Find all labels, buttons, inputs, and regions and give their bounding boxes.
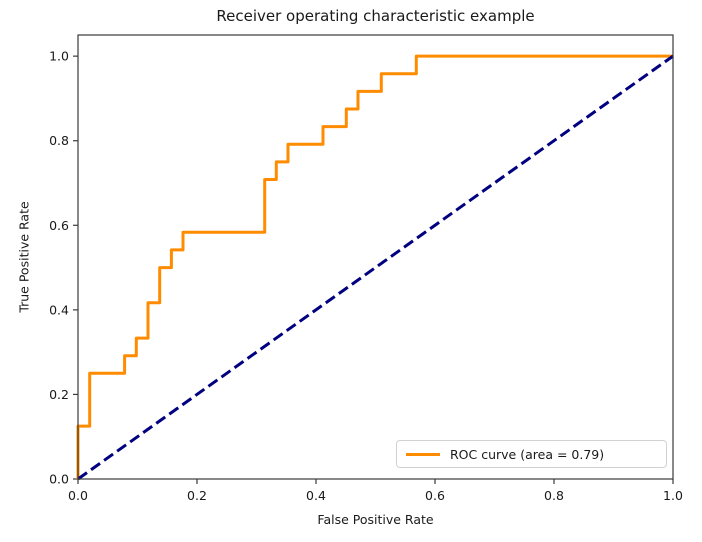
y-axis-label: True Positive Rate (16, 201, 32, 313)
x-tick-label: 0.8 (544, 488, 564, 503)
x-tick-label: 0.0 (68, 488, 88, 503)
y-tick-label: 0.4 (49, 302, 69, 317)
roc-curve-line (76, 54, 673, 479)
roc-curve-legend-label: ROC curve (area = 0.79) (450, 446, 605, 462)
y-tick-label: 1.0 (49, 49, 69, 64)
chance-diagonal-line (77, 54, 674, 481)
y-tick-label: 0.6 (49, 218, 69, 233)
y-tick-label: 0.8 (49, 133, 69, 148)
y-tick-label: 0.2 (49, 387, 69, 402)
legend: ROC curve (area = 0.79) (396, 440, 667, 468)
plot-frame (77, 34, 674, 480)
roc-curve-legend-swatch (406, 452, 440, 456)
x-axis-label: False Positive Rate (317, 512, 434, 527)
x-tick-label: 0.2 (187, 488, 207, 503)
chart-title: Receiver operating characteristic exampl… (216, 7, 535, 25)
x-tick-label: 1.0 (663, 488, 683, 503)
x-tick-label: 0.4 (306, 488, 326, 503)
x-tick-label: 0.6 (425, 488, 445, 503)
y-tick-label: 0.0 (49, 472, 69, 487)
